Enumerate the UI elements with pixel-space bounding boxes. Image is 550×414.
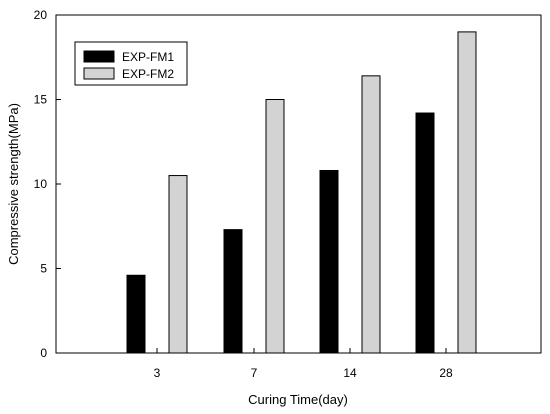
bar-exp-fm1-3: [126, 274, 146, 354]
y-tick-label: 15: [34, 93, 48, 107]
x-axis: 3 7 14 28: [154, 348, 453, 380]
bar-exp-fm1-7: [223, 229, 243, 354]
bar-exp-fm2-28: [457, 31, 477, 354]
x-tick-label: 14: [343, 366, 357, 380]
legend: EXP-FM1 EXP-FM2: [74, 41, 188, 86]
bar-exp-fm1-14: [319, 169, 339, 354]
y-tick-label: 20: [34, 8, 48, 22]
x-tick-label: 28: [439, 366, 453, 380]
x-tick-label: 7: [251, 366, 258, 380]
x-tick-label: 3: [154, 366, 161, 380]
y-tick-label: 0: [40, 346, 47, 360]
y-tick-label: 5: [40, 262, 47, 276]
y-axis: 0 5 10 15 20: [34, 8, 61, 360]
legend-label-exp-fm1: EXP-FM1: [122, 50, 174, 64]
x-axis-title: Curing Time(day): [248, 392, 348, 407]
legend-swatch-exp-fm1: [83, 50, 115, 63]
legend-swatch-exp-fm2: [83, 67, 115, 80]
bar-exp-fm1-28: [415, 112, 435, 354]
y-tick-label: 10: [34, 177, 48, 191]
bar-exp-fm2-3: [168, 175, 188, 354]
bars-layer: [126, 31, 477, 354]
legend-label-exp-fm2: EXP-FM2: [122, 67, 174, 81]
y-axis-title: Compressive strength(MPa): [6, 103, 21, 265]
bar-exp-fm2-14: [361, 75, 381, 354]
bar-exp-fm2-7: [265, 99, 285, 354]
